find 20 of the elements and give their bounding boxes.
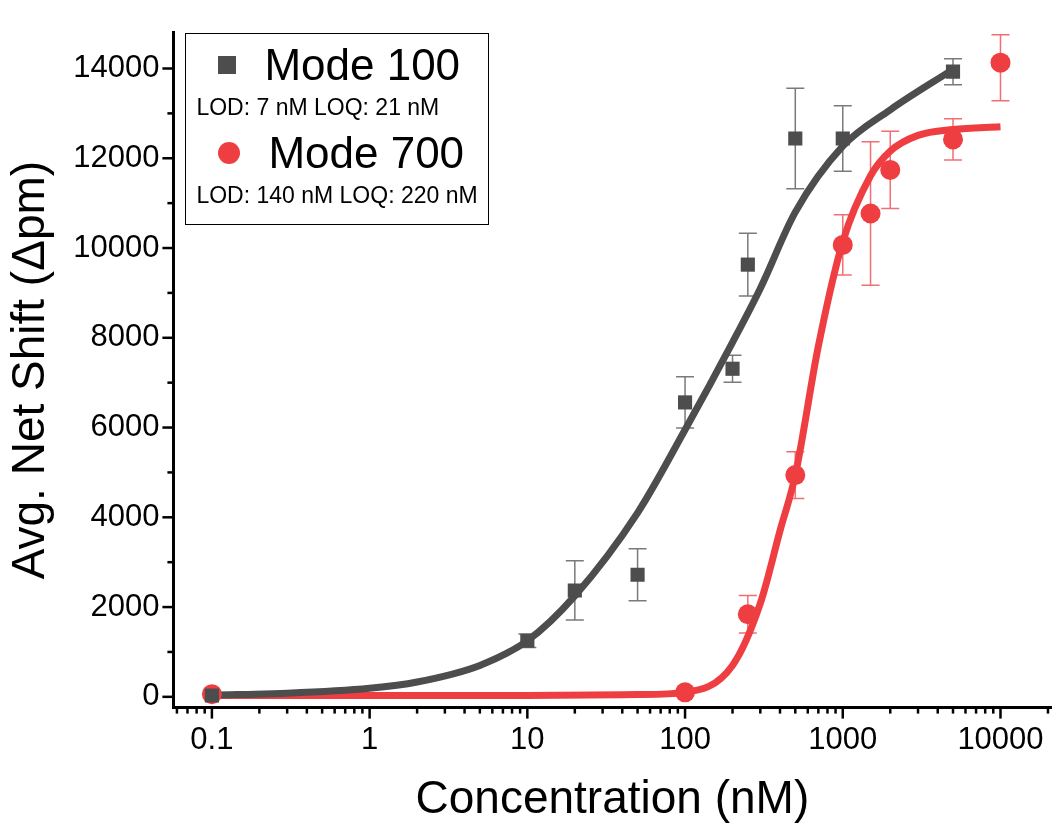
x-axis-title: Concentration (nM) <box>415 771 810 824</box>
annotation: LOD: 7 nM LOQ: 21 nM <box>196 92 441 122</box>
y-tick-label: 8000 <box>90 318 160 354</box>
y-tick-label: 0 <box>142 677 160 713</box>
x-tick-label: 0.1 <box>190 720 234 756</box>
legend-label: Mode 100 <box>264 39 461 90</box>
x-tick-label: 100 <box>659 720 711 756</box>
x-tick-label: 1000 <box>808 720 878 756</box>
legend-label: Mode 700 <box>268 127 465 178</box>
y-tick-label: 6000 <box>90 408 160 444</box>
y-tick-label: 10000 <box>73 228 160 264</box>
y-tick-label: 2000 <box>90 587 160 623</box>
x-tick-label: 10000 <box>957 720 1044 756</box>
x-tick-label: 1 <box>361 720 379 756</box>
y-tick-label: 4000 <box>90 497 160 533</box>
x-tick-label: 10 <box>510 720 545 756</box>
y-tick-label: 14000 <box>73 49 160 85</box>
y-axis-title: Avg. Net Shift (Δpm) <box>2 160 55 580</box>
y-tick-label: 12000 <box>73 138 160 174</box>
annotation: LOD: 140 nM LOQ: 220 nM <box>196 180 478 210</box>
